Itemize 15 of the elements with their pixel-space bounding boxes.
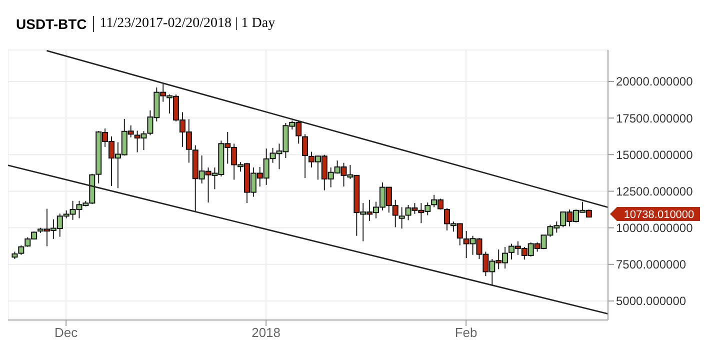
- y-tick-label: 5000.000000: [616, 294, 686, 308]
- y-tick-label: 7500.000000: [616, 258, 686, 272]
- x-tick-label: 2018: [252, 325, 281, 340]
- y-tick-label: 15000.000000: [616, 148, 694, 162]
- y-tick-label: 10000.000000: [616, 221, 694, 236]
- chart-title: USDT-BTC: [16, 16, 87, 32]
- candlestick: [398, 206, 405, 230]
- candlestick: [302, 134, 308, 179]
- y-tick-label: 20000.000000: [616, 74, 694, 89]
- x-tick-label: Dec: [54, 325, 78, 340]
- y-tick-label: 12500.000000: [616, 184, 694, 198]
- y-tick-label: 17500.000000: [616, 111, 694, 126]
- chart-subtitle: 11/23/2017-02/20/2018 | 1 Day: [100, 16, 276, 32]
- x-tick-label: Feb: [454, 325, 478, 340]
- price-tag: 10738.010000: [610, 207, 700, 221]
